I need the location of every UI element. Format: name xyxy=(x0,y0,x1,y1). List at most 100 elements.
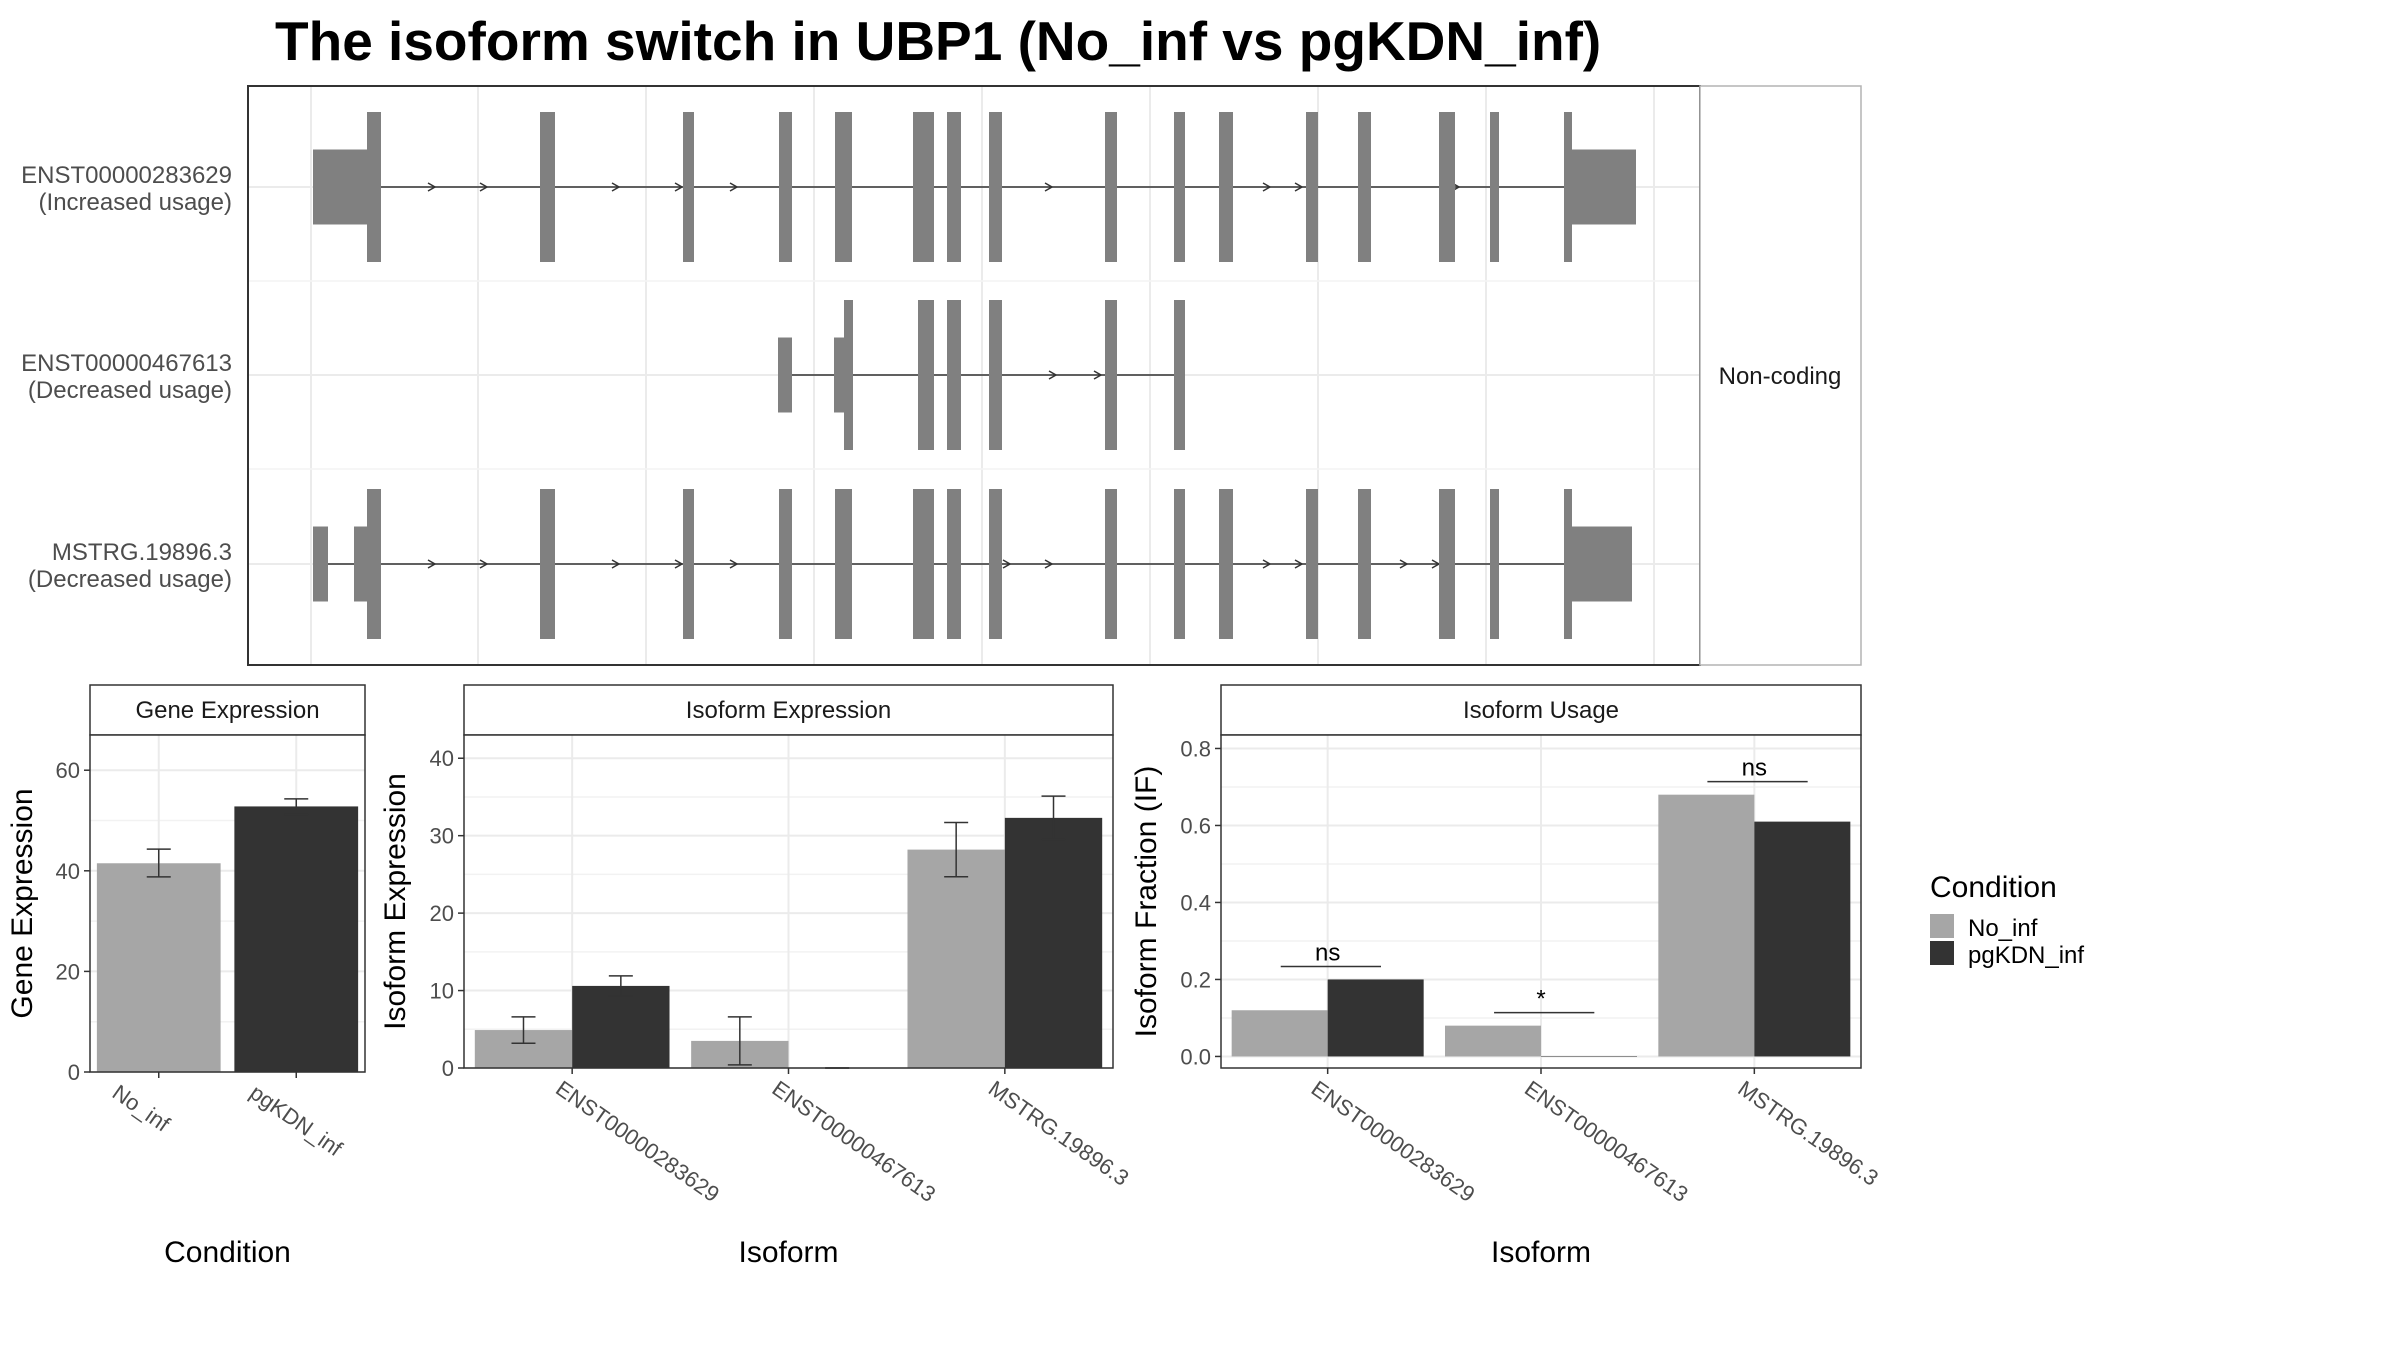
iso1-exon-3 xyxy=(683,112,694,262)
iso1-exon-4 xyxy=(779,112,792,262)
bar-No_inf-MSTRG.19896.3 xyxy=(907,849,1005,1068)
iso3-strand-arrow-7 xyxy=(1262,559,1272,569)
panel-strip xyxy=(463,684,1114,736)
iso1-exon-8 xyxy=(989,112,1002,262)
panel-strip xyxy=(1220,684,1862,736)
iso3-exon-8 xyxy=(947,489,961,639)
bar-pgKDN_inf-MSTRG.19896.3 xyxy=(1004,817,1103,1068)
iso3-exon-18 xyxy=(1570,526,1632,602)
x-axis-title: Isoform xyxy=(1491,1236,1591,1269)
iso1-exon-17 xyxy=(1570,149,1636,225)
iso2-exon-5 xyxy=(989,300,1002,450)
iso3-exon-5 xyxy=(779,489,792,639)
y-axis-title: Isoform Fraction (IF) xyxy=(1130,766,1163,1038)
x-tick-label: pgKDN_inf xyxy=(245,1080,347,1162)
iso1-exon-7 xyxy=(947,112,961,262)
iso1-exon-2 xyxy=(540,112,555,262)
isoform-usage-label: (Increased usage) xyxy=(39,189,232,216)
iso1-strand-arrow-1 xyxy=(479,182,489,192)
iso3-exon-0 xyxy=(313,526,328,602)
iso3-strand-arrow-6 xyxy=(1044,559,1054,569)
iso3-strand-arrow-2 xyxy=(611,559,621,569)
isoform-usage-panel: Isoform Usage 0.0 0.2 0.4 0.6 0.8 ns ENST000002… xyxy=(1130,684,1883,1269)
iso1-exon-11 xyxy=(1219,112,1233,262)
iso3-exon-16 xyxy=(1490,489,1499,639)
y-tick-label: 0.2 xyxy=(1180,967,1211,992)
iso1-exon-5 xyxy=(835,112,852,262)
iso2-exon-1 xyxy=(834,337,844,413)
isoform-id-label: ENST00000467613 xyxy=(21,350,232,377)
y-tick-label: 40 xyxy=(430,746,454,771)
iso3-strand-arrow-5 xyxy=(1002,559,1012,569)
legend-title: Condition xyxy=(1930,871,2057,904)
x-tick-label: ENST00000467613 xyxy=(1520,1076,1693,1207)
iso1-exon-9 xyxy=(1105,112,1117,262)
y-tick-label: 20 xyxy=(430,901,454,926)
iso3-exon-17 xyxy=(1564,489,1572,639)
y-tick-label: 40 xyxy=(56,859,80,884)
iso3-exon-1 xyxy=(354,526,368,602)
x-axis-title: Condition xyxy=(164,1236,291,1269)
iso1-exon-12 xyxy=(1306,112,1318,262)
gene-expression-panel: Gene Expression 0 20 40 60 No_inf pgKDN_inf Con… xyxy=(6,684,366,1269)
iso3-exon-6 xyxy=(835,489,852,639)
significance-label: ns xyxy=(1315,939,1340,966)
bar-No_inf-ENST00000467613 xyxy=(1445,1025,1541,1057)
iso3-strand-arrow-8 xyxy=(1294,559,1304,569)
iso1-strand-arrow-5 xyxy=(1044,182,1054,192)
iso2-strand-arrow-1 xyxy=(1093,370,1103,380)
iso1-strand-arrow-0 xyxy=(427,182,437,192)
legend-label-no-inf: No_inf xyxy=(1968,915,2038,942)
iso3-exon-11 xyxy=(1174,489,1185,639)
x-tick-label: ENST00000283629 xyxy=(551,1076,724,1207)
iso3-strand-arrow-9 xyxy=(1399,559,1409,569)
iso1-strand-arrow-2 xyxy=(611,182,621,192)
y-tick-label: 30 xyxy=(430,824,454,849)
bar-No_inf-MSTRG.19896.3 xyxy=(1658,794,1755,1057)
iso1-exon-16 xyxy=(1564,112,1572,262)
isoform-usage-label: (Decreased usage) xyxy=(28,377,232,404)
y-tick-label: 0 xyxy=(68,1060,80,1085)
iso2-exon-2 xyxy=(844,300,853,450)
iso1-exon-1 xyxy=(367,112,381,262)
y-tick-label: 0.4 xyxy=(1180,890,1211,915)
iso1-strand-arrow-3 xyxy=(674,182,684,192)
significance-label: * xyxy=(1536,986,1545,1013)
iso1-exon-13 xyxy=(1358,112,1371,262)
bar-pgKDN_inf-ENST00000283629 xyxy=(572,985,670,1068)
iso3-exon-3 xyxy=(540,489,555,639)
legend-swatch-no-inf xyxy=(1930,914,1954,938)
gene-structure-panel: Non-coding ENST00000283629(Increased usag… xyxy=(21,85,1862,666)
isoform-usage-label: (Decreased usage) xyxy=(28,566,232,593)
legend-swatch-pgkdn-inf xyxy=(1930,941,1954,965)
bar-pgKDN_inf-ENST00000283629 xyxy=(1327,979,1424,1057)
iso1-exon-6 xyxy=(913,112,934,262)
panel-border xyxy=(1220,734,1862,1069)
iso3-strand-arrow-0 xyxy=(427,559,437,569)
panel-border xyxy=(463,734,1114,1069)
bar-No_inf-ENST00000283629 xyxy=(1231,1010,1328,1057)
iso3-exon-15 xyxy=(1439,489,1455,639)
iso2-exon-6 xyxy=(1105,300,1117,450)
condition-legend: Condition No_inf pgKDN_inf xyxy=(1930,871,2084,969)
iso1-strand-arrow-6 xyxy=(1262,182,1272,192)
y-tick-label: 20 xyxy=(56,959,80,984)
panel-strip-label: Isoform Expression xyxy=(686,697,891,724)
iso2-exon-4 xyxy=(947,300,961,450)
iso3-exon-2 xyxy=(367,489,381,639)
iso2-strand-arrow-0 xyxy=(1048,370,1058,380)
y-tick-label: 0.0 xyxy=(1180,1044,1211,1069)
x-tick-label: No_inf xyxy=(108,1080,175,1137)
iso3-exon-4 xyxy=(683,489,694,639)
iso3-exon-14 xyxy=(1358,489,1371,639)
iso3-exon-9 xyxy=(989,489,1002,639)
iso3-strand-arrow-3 xyxy=(674,559,684,569)
iso2-exon-0 xyxy=(778,337,792,413)
y-tick-label: 0 xyxy=(442,1056,454,1081)
x-axis-title: Isoform xyxy=(738,1236,838,1269)
bar-pgKDN_inf-ENST00000467613 xyxy=(1541,1056,1637,1057)
x-tick-label: ENST00000283629 xyxy=(1307,1076,1480,1207)
iso1-strand-arrow-7 xyxy=(1294,182,1304,192)
isoform-id-label: MSTRG.19896.3 xyxy=(52,539,232,566)
